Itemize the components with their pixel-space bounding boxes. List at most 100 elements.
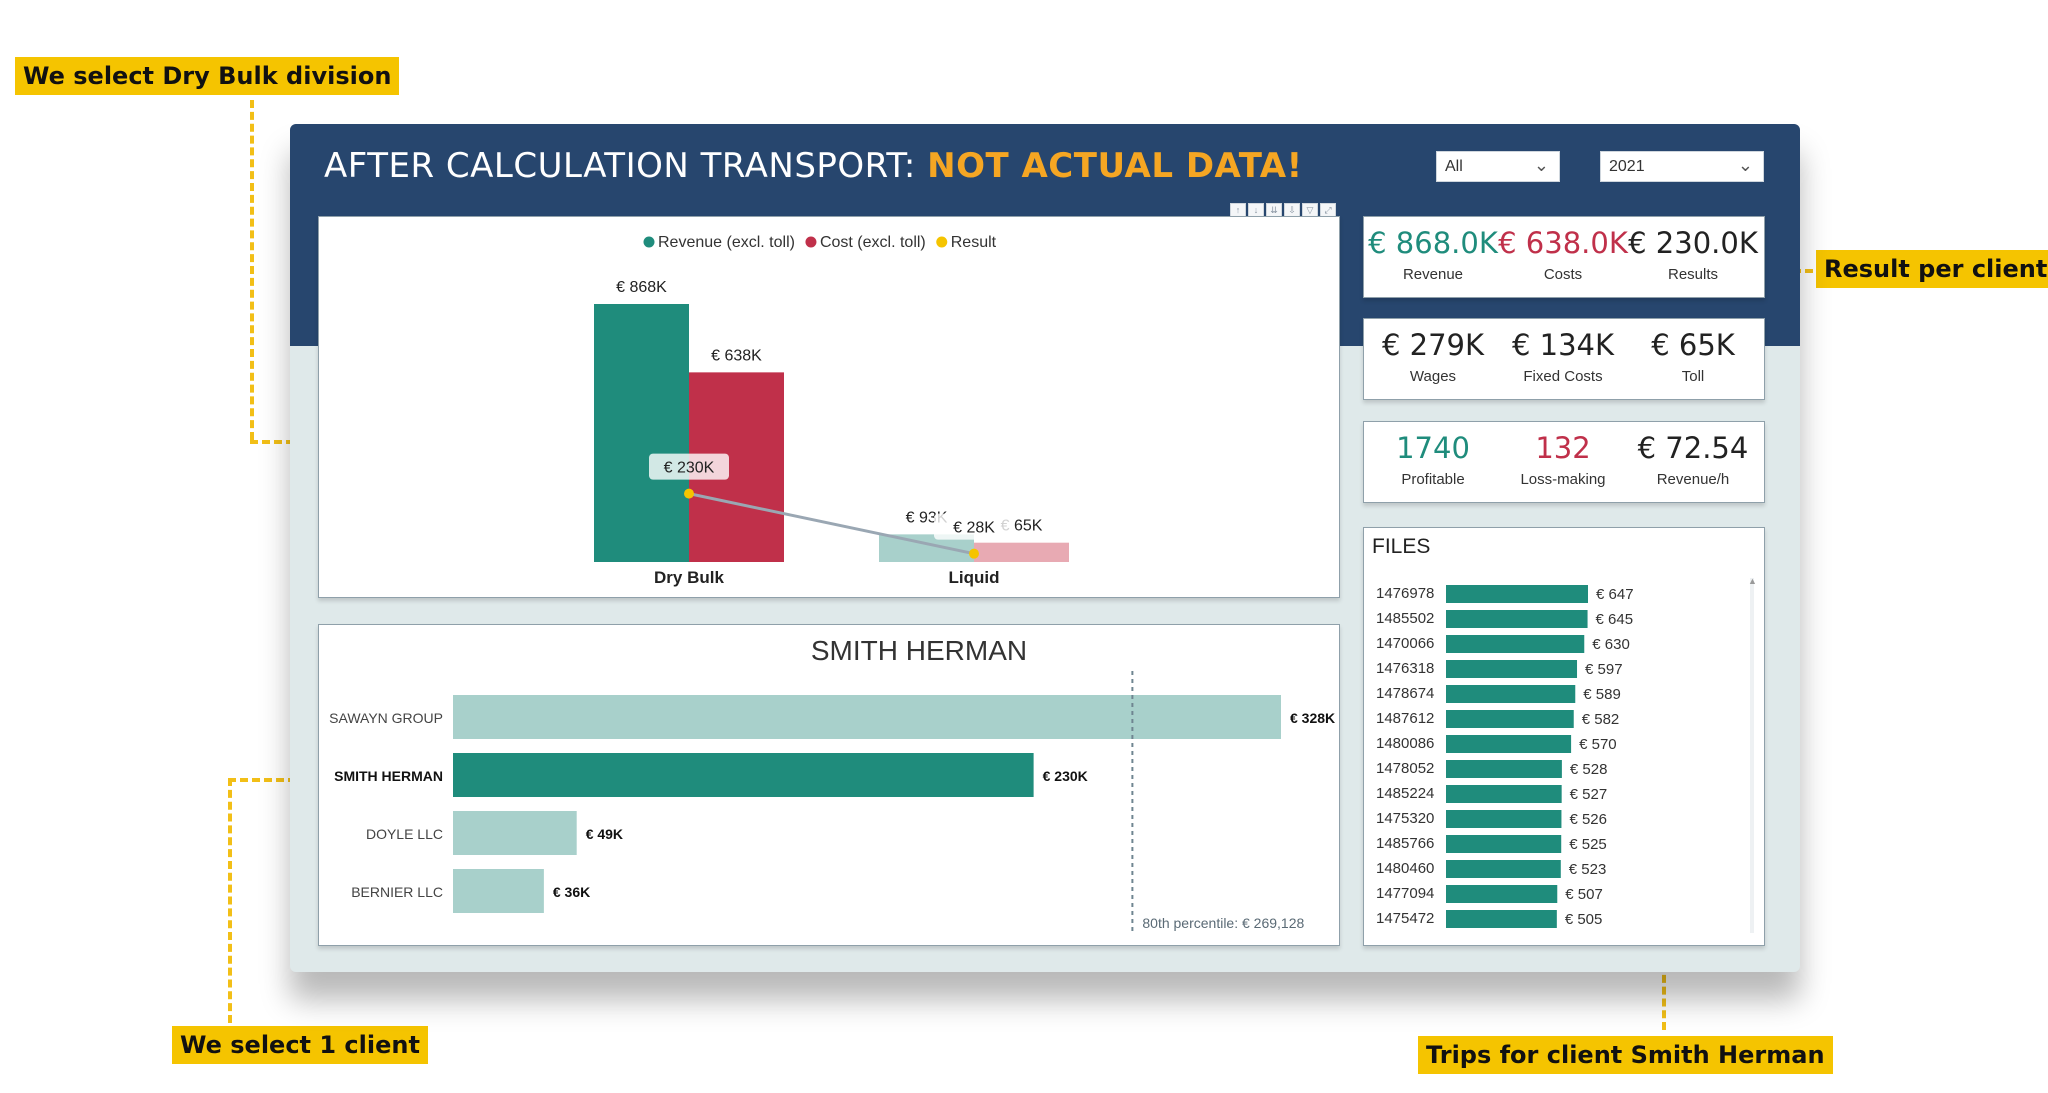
result-line (688, 492, 975, 556)
file-bar[interactable] (1446, 910, 1557, 928)
callout-result-per-client: Result per client (1816, 250, 2048, 288)
file-tick-label: 1485502 (1376, 610, 1434, 627)
file-tick-label: 1480460 (1376, 860, 1434, 877)
client-chart[interactable]: SMITH HERMAN SAWAYN GROUP € 328K SMITH HERM… (319, 625, 1339, 945)
callout-one-client: We select 1 client (172, 1026, 428, 1064)
file-data-label: € 507 (1565, 886, 1603, 903)
client-tick-label: SMITH HERMAN (334, 768, 443, 784)
kpi-label: Profitable (1401, 471, 1465, 488)
year-slicer-value: 2021 (1609, 158, 1645, 175)
file-bar[interactable] (1446, 735, 1572, 753)
file-bar[interactable] (1446, 685, 1576, 703)
file-tick-label: 1478052 (1376, 760, 1434, 777)
connector-one-client-horizontal (228, 778, 320, 782)
file-data-label: € 647 (1596, 586, 1634, 603)
file-data-label: € 525 (1569, 836, 1607, 853)
client-tick-label: SAWAYN GROUP (329, 710, 443, 726)
legend-label: Result (951, 234, 997, 251)
revenue-bar[interactable] (594, 304, 689, 562)
client-chart-title: SMITH HERMAN (811, 635, 1027, 666)
kpi-card-results (1363, 216, 1765, 298)
client-bar[interactable] (453, 695, 1281, 739)
file-tick-label: 1476978 (1376, 585, 1434, 602)
client-chart-panel: SMITH HERMAN SAWAYN GROUP € 328K SMITH HERM… (318, 624, 1340, 946)
client-data-label: € 230K (1043, 768, 1088, 784)
file-bar[interactable] (1446, 810, 1562, 828)
file-data-label: € 630 (1592, 636, 1630, 653)
client-bar[interactable] (453, 753, 1034, 797)
result-point[interactable] (969, 548, 979, 559)
connector-dry-bulk-vertical (250, 100, 254, 440)
division-slicer[interactable]: All ⌄ (1436, 151, 1560, 182)
result-label-bg (934, 513, 1014, 540)
kpi-costs: € 638.0K Costs (1493, 216, 1633, 283)
result-data-label: € 28K (953, 520, 995, 537)
result-label-bg (649, 453, 729, 480)
file-data-label: € 523 (1569, 861, 1607, 878)
file-tick-label: 1476318 (1376, 660, 1434, 677)
kpi-card-costs-breakdown (1363, 318, 1765, 400)
kpi-value: € 279K (1381, 328, 1485, 362)
file-tick-label: 1477094 (1376, 885, 1434, 902)
cost-data-label: € 638K (711, 347, 762, 364)
kpi-value: 1740 (1396, 431, 1470, 465)
file-data-label: € 526 (1569, 811, 1607, 828)
legend-label: Cost (excl. toll) (820, 234, 926, 251)
files-chart[interactable]: FILES 1476978 € 647 1485502 € 645 1470066 € 63… (1364, 528, 1764, 945)
kpi-toll: € 65K Toll (1623, 318, 1763, 385)
category-tick-label: Dry Bulk (654, 568, 724, 587)
kpi-value: € 134K (1511, 328, 1615, 362)
result-point[interactable] (684, 488, 694, 499)
file-bar[interactable] (1446, 860, 1561, 878)
result-data-label: € 230K (664, 460, 715, 477)
file-data-label: € 582 (1582, 711, 1620, 728)
file-tick-label: 1470066 (1376, 635, 1434, 652)
file-bar[interactable] (1446, 710, 1574, 728)
kpi-value: 132 (1535, 431, 1591, 465)
year-slicer[interactable]: 2021 ⌄ (1600, 151, 1764, 182)
legend-marker (643, 236, 655, 248)
file-bar[interactable] (1446, 785, 1562, 803)
kpi-revenue-h: € 72.54 Revenue/h (1623, 421, 1763, 488)
file-tick-label: 1487612 (1376, 710, 1434, 727)
percentile-label: 80th percentile: € 269,128 (1142, 915, 1304, 931)
chevron-down-icon: ⌄ (1533, 155, 1549, 175)
kpi-value: € 868.0K (1368, 226, 1498, 260)
connector-one-client-vertical (228, 778, 232, 1023)
file-data-label: € 527 (1570, 786, 1608, 803)
kpi-label: Toll (1681, 368, 1705, 385)
file-data-label: € 528 (1570, 761, 1608, 778)
callout-trips: Trips for client Smith Herman (1418, 1036, 1833, 1074)
file-bar[interactable] (1446, 635, 1585, 653)
division-chart[interactable]: Revenue (excl. toll) Cost (excl. toll) Res… (319, 217, 1339, 597)
division-slicer-value: All (1445, 158, 1463, 175)
file-bar[interactable] (1446, 760, 1562, 778)
files-chart-title: FILES (1372, 535, 1430, 558)
file-tick-label: 1475472 (1376, 910, 1434, 927)
file-bar[interactable] (1446, 610, 1588, 628)
file-tick-label: 1485766 (1376, 835, 1434, 852)
file-tick-label: 1485224 (1376, 785, 1434, 802)
kpi-label: Revenue (1402, 266, 1464, 283)
kpi-results: € 230.0K Results (1623, 216, 1763, 283)
file-bar[interactable] (1446, 585, 1588, 603)
division-chart-panel: Revenue (excl. toll) Cost (excl. toll) Res… (318, 216, 1340, 598)
kpi-revenue: € 868.0K Revenue (1363, 216, 1503, 283)
cost-bar[interactable] (974, 542, 1069, 562)
file-data-label: € 505 (1565, 911, 1603, 928)
client-bar[interactable] (453, 869, 544, 913)
scroll-up-icon[interactable]: ▲ (1748, 576, 1757, 586)
kpi-label: Loss-making (1520, 471, 1606, 488)
kpi-label: Wages (1409, 368, 1457, 385)
file-bar[interactable] (1446, 885, 1558, 903)
scrollbar-track[interactable] (1750, 578, 1754, 933)
file-tick-label: 1478674 (1376, 685, 1434, 702)
kpi-label: Costs (1543, 266, 1583, 283)
legend-marker (805, 236, 817, 248)
file-data-label: € 589 (1583, 686, 1621, 703)
file-bar[interactable] (1446, 835, 1562, 853)
kpi-card-trips (1363, 421, 1765, 503)
kpi-wages: € 279K Wages (1363, 318, 1503, 385)
client-bar[interactable] (453, 811, 577, 855)
file-bar[interactable] (1446, 660, 1578, 678)
